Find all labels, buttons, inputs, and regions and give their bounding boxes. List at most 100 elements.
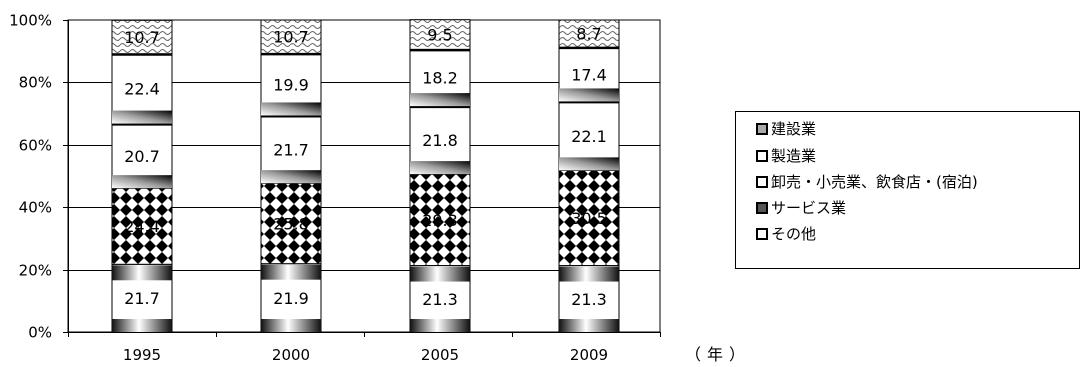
data-label: 18.2 [414, 67, 466, 88]
data-label-text: 19.9 [273, 75, 309, 94]
data-label-bg [414, 67, 466, 88]
segment-fill [409, 19, 471, 50]
legend-label: 卸売・小売業、飲食店・(宿泊) [771, 173, 978, 191]
data-label: 29.3 [422, 211, 458, 230]
bar-stripe [261, 319, 321, 332]
data-label-text: 21.3 [571, 290, 607, 309]
segment-fill [111, 187, 173, 265]
bar-segment [111, 19, 173, 55]
bar-segment [409, 19, 471, 50]
y-tick-label: 0% [28, 324, 52, 342]
data-label-bg [116, 145, 168, 166]
data-label-bg [265, 287, 317, 308]
data-label-bg [563, 64, 615, 85]
bar-segment [409, 173, 471, 267]
data-label-bg [414, 288, 466, 309]
data-label-text: 20.7 [124, 147, 160, 166]
legend-swatch-icon [756, 202, 768, 214]
data-label-bg [265, 139, 317, 160]
data-label-bg [116, 78, 168, 99]
bar-stripe [559, 266, 619, 282]
data-label: 30.5 [571, 209, 607, 228]
data-label-text: 21.7 [273, 140, 309, 159]
segment-fill [558, 19, 620, 48]
bar-stripe [261, 170, 321, 184]
data-label-text: 10.7 [273, 28, 309, 47]
legend: 建設業製造業卸売・小売業、飲食店・(宿泊) サービス業その他 [735, 111, 1080, 269]
legend-item: 建設業 [756, 120, 816, 138]
bar-stripe [410, 266, 470, 282]
data-label: 22.4 [116, 78, 168, 99]
data-label-bg [265, 74, 317, 95]
bar-stripe [112, 110, 172, 124]
data-label-text: 22.4 [124, 80, 160, 99]
data-label: 20.7 [116, 145, 168, 166]
bar-segment [260, 182, 322, 265]
bar-stripe [559, 157, 619, 171]
data-label-bg [414, 130, 466, 151]
data-label-text: 29.3 [422, 211, 458, 230]
data-label-text: 21.8 [422, 131, 458, 150]
data-label: 21.7 [265, 139, 317, 160]
legend-swatch-icon [756, 228, 768, 240]
bar-segment [260, 19, 322, 54]
data-label: 21.9 [265, 287, 317, 308]
legend-swatch-icon [756, 176, 768, 188]
bar-stripe [559, 88, 619, 102]
bar-stripe [410, 93, 470, 107]
data-label-bg [563, 125, 615, 146]
data-label-text: 30.5 [571, 209, 607, 228]
data-label-text: 22.1 [571, 127, 607, 146]
legend-label: サービス業 [771, 199, 847, 217]
data-label: 19.9 [265, 74, 317, 95]
bar-stripe [112, 319, 172, 332]
data-label-text: 8.7 [576, 25, 601, 44]
segment-fill [260, 182, 322, 265]
data-label-text: 9.5 [427, 26, 452, 45]
bar-stripe [410, 161, 470, 175]
data-label: 21.3 [563, 288, 615, 309]
data-label-text: 25.8 [273, 214, 309, 233]
legend-item: その他 [756, 225, 816, 243]
data-label: 21.7 [116, 288, 168, 309]
data-label-bg [116, 288, 168, 309]
data-label-text: 10.7 [124, 28, 160, 47]
y-tick-label: 60% [19, 137, 52, 155]
data-label-text: 21.7 [124, 289, 160, 308]
axes: 0% 20% 40% 60% 80% 100% 1995 2000 2005 2009 （年） [9, 12, 745, 365]
segment-fill [111, 19, 173, 55]
data-label: 10.7 [124, 28, 160, 47]
data-label: 22.1 [563, 125, 615, 146]
bar-stripe [112, 265, 172, 281]
data-label: 10.7 [273, 28, 309, 47]
y-tick-label: 40% [19, 199, 52, 217]
data-label: 21.8 [414, 130, 466, 151]
data-label: 8.7 [576, 25, 601, 44]
x-tick-label: 2009 [570, 346, 608, 364]
bar-stripe [112, 175, 172, 189]
data-label-text: 21.3 [422, 290, 458, 309]
bar-segment [111, 187, 173, 265]
bar-stripe [261, 102, 321, 116]
bar-segment [558, 19, 620, 48]
bar-stripe [559, 319, 619, 332]
legend-label: その他 [771, 225, 817, 243]
y-tick-label: 20% [19, 262, 52, 280]
legend-swatch-icon [756, 123, 768, 135]
data-label: 24.4 [124, 217, 160, 236]
legend-item: 製造業 [756, 147, 816, 165]
data-label: 21.3 [414, 288, 466, 309]
x-tick-label: 2000 [272, 346, 310, 364]
legend-swatch-icon [756, 150, 768, 162]
data-label-text: 17.4 [571, 65, 607, 84]
labels: 21.7 24.4 20.7 22.4 10.7 21.9 25.8 21.7 19.9 10.7… [116, 25, 615, 309]
data-label-bg [563, 288, 615, 309]
y-tick-label: 80% [19, 74, 52, 92]
x-tick-label: 2005 [421, 346, 459, 364]
data-label-text: 21.9 [273, 289, 309, 308]
legend-label: 製造業 [771, 147, 817, 165]
bar-stripe [261, 264, 321, 280]
data-label: 9.5 [427, 26, 452, 45]
y-tick-label: 100% [9, 12, 52, 30]
